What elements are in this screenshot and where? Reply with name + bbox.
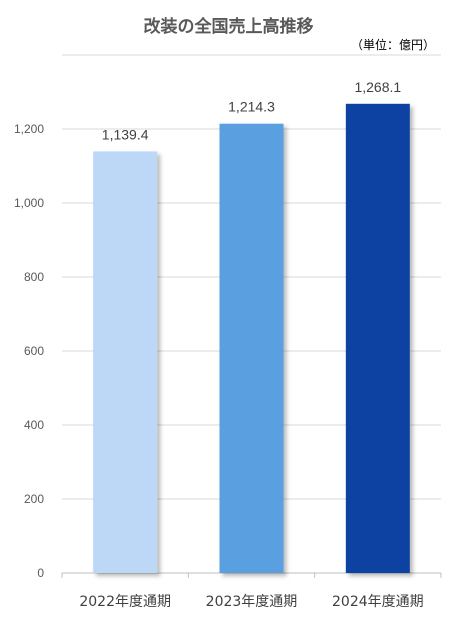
y-tick-label: 200	[24, 492, 44, 506]
y-tick-label: 600	[24, 344, 44, 358]
y-tick-label: 0	[37, 566, 44, 580]
bar	[93, 151, 158, 573]
data-label: 1,268.1	[354, 79, 401, 95]
y-tick-label: 800	[24, 270, 44, 284]
data-label: 1,139.4	[102, 126, 149, 142]
x-category-label: 2022年度通期	[79, 594, 171, 610]
chart-title: 改装の全国売上高推移	[143, 17, 314, 37]
bar	[345, 103, 410, 573]
x-category-label: 2024年度通期	[332, 594, 424, 610]
bar	[219, 123, 284, 574]
y-tick-label: 400	[24, 418, 44, 432]
y-tick-label: 1,200	[14, 122, 44, 136]
x-category-label: 2023年度通期	[206, 594, 298, 610]
y-tick-label: 1,000	[14, 196, 44, 210]
data-label: 1,214.3	[228, 99, 275, 115]
unit-label: （単位：億円）	[350, 38, 435, 52]
